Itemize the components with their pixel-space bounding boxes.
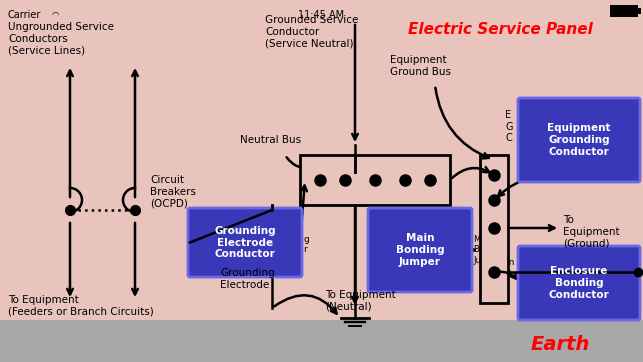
- FancyBboxPatch shape: [518, 98, 640, 182]
- Bar: [610, 5, 638, 17]
- Text: To
Equipment
(Ground): To Equipment (Ground): [563, 215, 620, 248]
- Text: Ungrounded Service
Conductors
(Service Lines): Ungrounded Service Conductors (Service L…: [8, 22, 114, 55]
- Text: 11:45 AM: 11:45 AM: [298, 10, 344, 20]
- Text: E
G
C: E G C: [505, 110, 512, 143]
- Text: Carrier: Carrier: [8, 10, 41, 20]
- Bar: [0, 320, 643, 362]
- Text: En
Ju: En Ju: [503, 258, 514, 277]
- FancyBboxPatch shape: [188, 208, 302, 277]
- Bar: [638, 8, 641, 14]
- Text: To Equipment
(Feeders or Branch Circuits): To Equipment (Feeders or Branch Circuits…: [8, 295, 154, 317]
- Text: g
r: g r: [303, 235, 309, 254]
- Text: ◠: ◠: [52, 10, 59, 19]
- Text: Grounded Service
Conductor
(Service Neutral): Grounded Service Conductor (Service Neut…: [265, 15, 358, 48]
- Text: To Equipment
(Neutral): To Equipment (Neutral): [325, 290, 395, 312]
- Text: Earth: Earth: [530, 336, 590, 354]
- Text: Grounding
Electrode
Conductor: Grounding Electrode Conductor: [214, 226, 276, 259]
- Text: Enclosure
Bonding
Conductor: Enclosure Bonding Conductor: [548, 266, 610, 300]
- Text: Electric Service Panel: Electric Service Panel: [408, 22, 592, 37]
- Text: Circuit
Breakers
(OCPD): Circuit Breakers (OCPD): [150, 176, 196, 209]
- Text: Equipment
Ground Bus: Equipment Ground Bus: [390, 55, 451, 77]
- Text: Grounding
Electrode: Grounding Electrode: [220, 268, 275, 290]
- Text: M
Bonding
Jumper: M Bonding Jumper: [473, 235, 508, 265]
- Bar: [300, 155, 450, 205]
- Text: Neutral Bus: Neutral Bus: [240, 135, 301, 145]
- FancyBboxPatch shape: [368, 208, 472, 292]
- FancyBboxPatch shape: [518, 246, 640, 320]
- Text: Main
Bonding
Jumper: Main Bonding Jumper: [395, 233, 444, 266]
- Text: Equipment
Grounding
Conductor: Equipment Grounding Conductor: [547, 123, 611, 157]
- Bar: [480, 155, 508, 303]
